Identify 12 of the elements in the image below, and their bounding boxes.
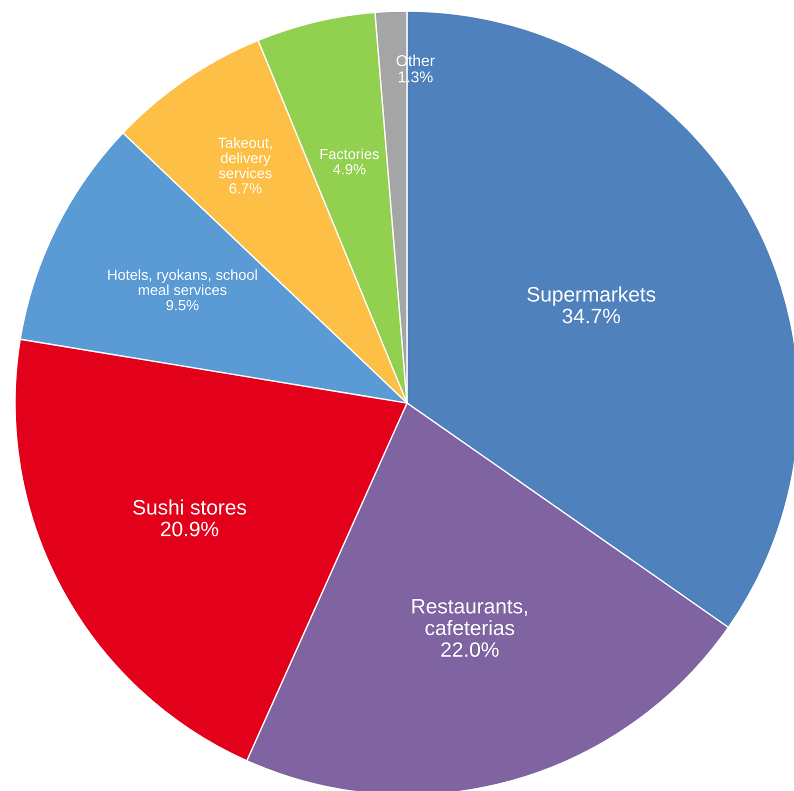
slice-label: Factories (320, 148, 379, 160)
data-label: 4.9% (333, 164, 366, 174)
slice-label: Supermarkets (527, 286, 656, 306)
slice-label: Restaurants, cafeterias (412, 599, 527, 636)
data-label: 22.0% (441, 642, 499, 657)
slice-label: Takeout, delivery services (218, 137, 272, 178)
data-label: 34.7% (562, 308, 620, 324)
slice-label: Hotels, ryokans, school meal services (108, 269, 257, 296)
data-label: 9.5% (166, 300, 199, 310)
data-label: 20.9% (160, 522, 218, 536)
slice-label: Sushi stores (133, 499, 246, 515)
data-label: 6.7% (230, 183, 262, 194)
